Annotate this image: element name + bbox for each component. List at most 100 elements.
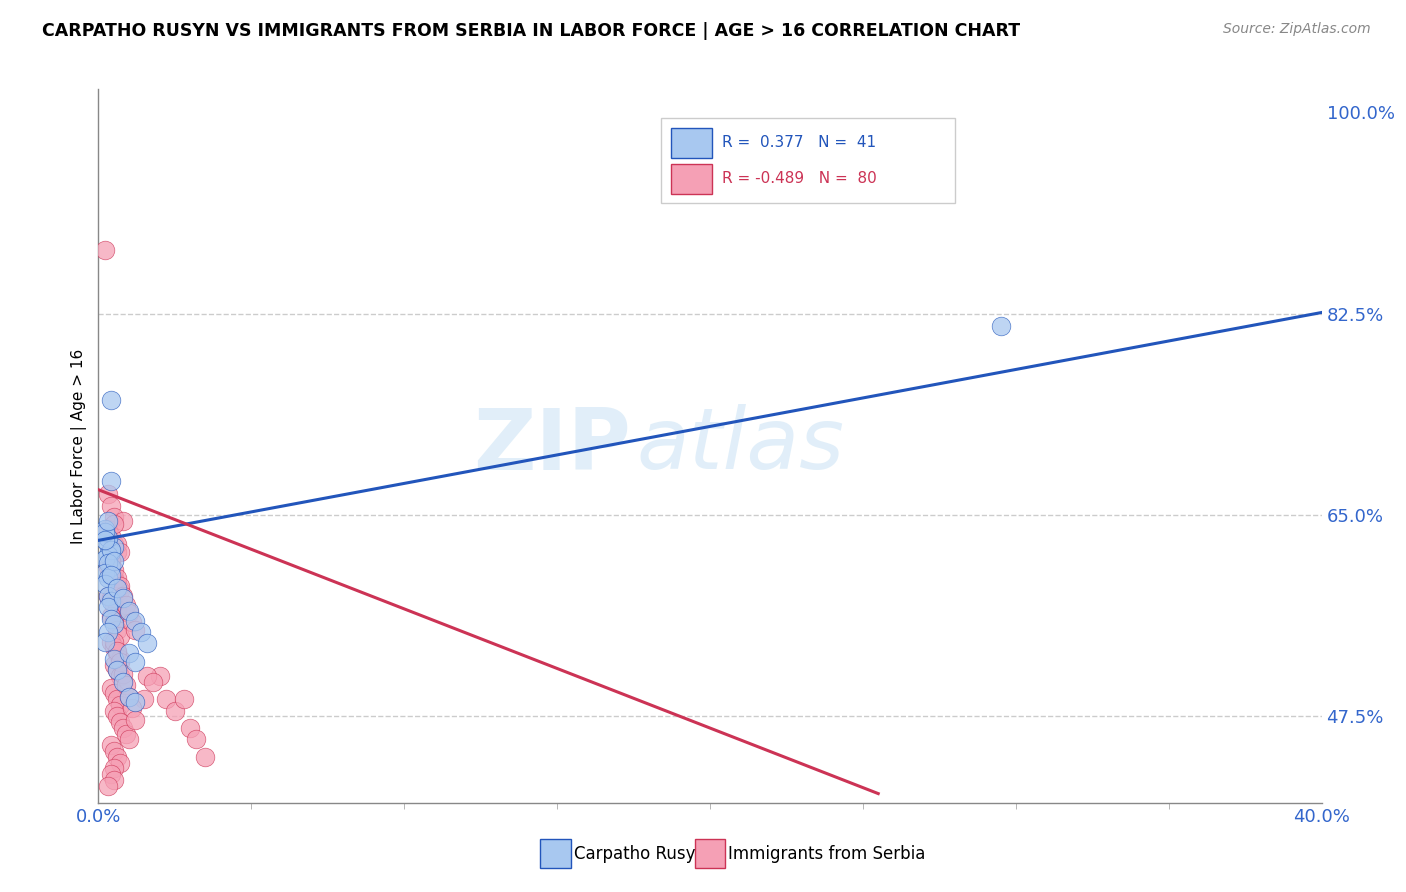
Point: [173, 692, 195, 706]
Point: [103, 563, 125, 577]
Point: [105, 545, 128, 559]
Point: [100, 566, 122, 580]
Point: [103, 517, 125, 532]
Point: [111, 721, 134, 735]
Point: [105, 571, 128, 585]
Text: R =  0.377   N =  41: R = 0.377 N = 41: [723, 136, 876, 150]
Point: [105, 537, 128, 551]
Point: [93, 525, 115, 540]
Text: ZIP: ZIP: [472, 404, 630, 488]
FancyBboxPatch shape: [661, 118, 955, 203]
Point: [111, 675, 134, 690]
Point: [121, 701, 143, 715]
Point: [103, 554, 125, 568]
Point: [97, 600, 120, 615]
Point: [105, 692, 128, 706]
Point: [108, 698, 131, 712]
Point: [93, 577, 115, 591]
Point: [108, 629, 131, 643]
Point: [103, 634, 125, 648]
Point: [111, 675, 134, 690]
Point: [136, 636, 159, 650]
Point: [93, 551, 115, 566]
Point: [103, 657, 125, 672]
Point: [100, 551, 122, 566]
Point: [108, 545, 131, 559]
Point: [97, 549, 120, 563]
Y-axis label: In Labor Force | Age > 16: In Labor Force | Age > 16: [72, 349, 87, 543]
Point: [97, 537, 120, 551]
Point: [103, 617, 125, 632]
Point: [108, 579, 131, 593]
Point: [100, 499, 122, 513]
Point: [118, 646, 141, 660]
Point: [129, 625, 152, 640]
Point: [105, 577, 128, 591]
Text: CARPATHO RUSYN VS IMMIGRANTS FROM SERBIA IN LABOR FORCE | AGE > 16 CORRELATION C: CARPATHO RUSYN VS IMMIGRANTS FROM SERBIA…: [42, 22, 1021, 40]
Point: [179, 721, 201, 735]
Point: [100, 545, 122, 559]
Point: [103, 744, 125, 758]
Point: [100, 767, 122, 781]
Point: [108, 715, 131, 730]
Point: [103, 640, 125, 655]
Point: [105, 581, 128, 595]
Point: [93, 533, 115, 548]
Point: [100, 594, 122, 608]
Point: [103, 652, 125, 666]
Point: [100, 474, 122, 488]
Point: [124, 614, 146, 628]
Point: [163, 704, 186, 718]
Point: [118, 732, 141, 747]
Point: [93, 244, 115, 258]
Point: [93, 634, 115, 648]
Point: [124, 623, 146, 637]
Point: [100, 559, 122, 574]
Point: [93, 522, 115, 536]
Point: [97, 522, 120, 536]
Point: [108, 669, 131, 683]
Point: [115, 727, 138, 741]
Point: [93, 566, 115, 580]
Point: [105, 664, 128, 678]
Point: [100, 591, 122, 605]
Point: [118, 690, 141, 704]
Point: [990, 319, 1012, 334]
Point: [100, 542, 122, 557]
Point: [100, 609, 122, 624]
Text: Immigrants from Serbia: Immigrants from Serbia: [728, 845, 925, 863]
Point: [100, 392, 122, 407]
Text: Source: ZipAtlas.com: Source: ZipAtlas.com: [1223, 22, 1371, 37]
Point: [105, 664, 128, 678]
Point: [97, 625, 120, 640]
Text: Carpatho Rusyns: Carpatho Rusyns: [574, 845, 714, 863]
Point: [105, 709, 128, 723]
Point: [100, 554, 122, 568]
Point: [103, 686, 125, 700]
Point: [103, 704, 125, 718]
Point: [103, 510, 125, 524]
Point: [194, 749, 217, 764]
Point: [103, 614, 125, 628]
Point: [142, 675, 165, 690]
Point: [111, 666, 134, 681]
Point: [124, 656, 146, 670]
Text: atlas: atlas: [637, 404, 845, 488]
Point: [105, 623, 128, 637]
Point: [108, 582, 131, 597]
Point: [97, 779, 120, 793]
Point: [97, 571, 120, 585]
Point: [105, 749, 128, 764]
Point: [134, 692, 156, 706]
FancyBboxPatch shape: [671, 128, 713, 159]
FancyBboxPatch shape: [671, 164, 713, 194]
Point: [108, 656, 131, 670]
Point: [121, 615, 143, 629]
Point: [136, 669, 159, 683]
Point: [103, 537, 125, 551]
Point: [100, 634, 122, 648]
Point: [97, 589, 120, 603]
Text: R = -0.489   N =  80: R = -0.489 N = 80: [723, 171, 877, 186]
Point: [108, 652, 131, 666]
Point: [118, 690, 141, 704]
